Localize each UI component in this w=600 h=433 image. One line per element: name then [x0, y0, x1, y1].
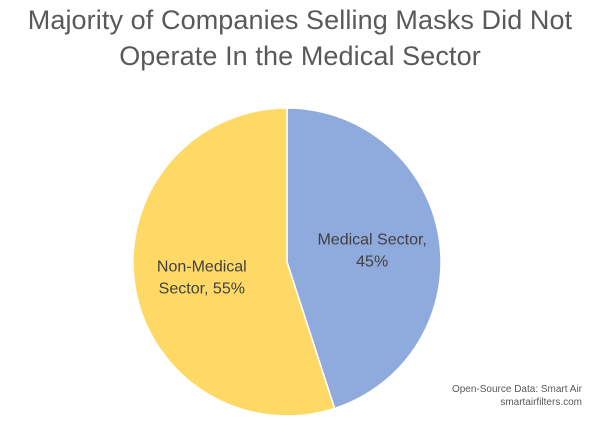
pie-slice-non-medical-sector: [132, 107, 336, 417]
pie-label-line: Non-Medical: [157, 258, 247, 275]
source-note: Open-Source Data: Smart Air smartairfilt…: [452, 383, 582, 409]
pie-slice-medical-sector: [286, 107, 442, 410]
pie-labels: Medical Sector, 45% Non-Medical Sector, 55%: [157, 232, 427, 298]
pie-label-line: Sector, 55%: [159, 280, 245, 297]
chart-title-line-2: Operate In the Medical Sector: [119, 41, 481, 71]
pie-label-medical-sector: Medical Sector, 45%: [317, 232, 426, 271]
pie-label-line: Medical Sector,: [317, 232, 426, 249]
source-line-2: smartairfilters.com: [500, 397, 582, 408]
pie-slices: [132, 107, 442, 417]
chart-title-line-1: Majority of Companies Selling Masks Did …: [27, 5, 573, 35]
source-line-1: Open-Source Data: Smart Air: [451, 384, 582, 395]
chart-title: Majority of Companies Selling Masks Did …: [0, 2, 600, 74]
pie-label-line: 45%: [356, 254, 388, 271]
pie-label-non-medical-sector: Non-Medical Sector, 55%: [157, 258, 247, 297]
